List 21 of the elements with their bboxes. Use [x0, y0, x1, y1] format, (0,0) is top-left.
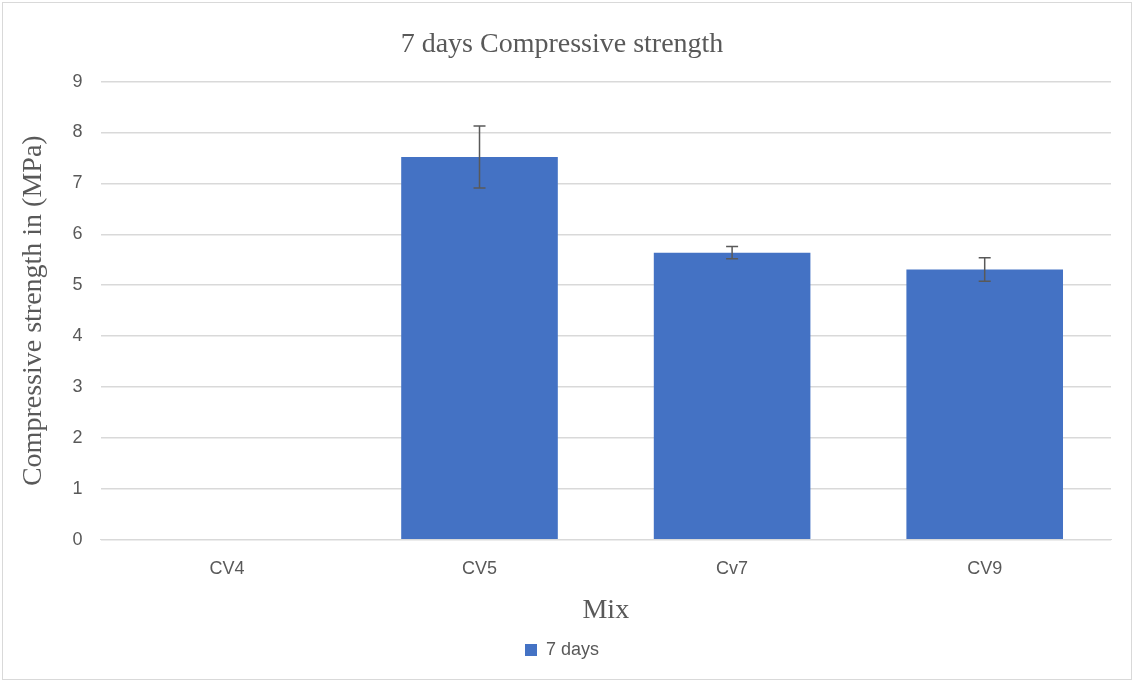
chart-title: 7 days Compressive strength — [400, 27, 724, 59]
y-tick-label: 2 — [72, 426, 83, 447]
y-tick-label: 6 — [72, 223, 83, 244]
bar — [401, 156, 558, 540]
x-tick-label: CV9 — [967, 557, 1003, 578]
bar — [906, 269, 1064, 540]
y-tick-label: 3 — [72, 376, 83, 397]
legend-label: 7 days — [545, 638, 600, 659]
y-tick-label: 8 — [72, 121, 83, 142]
y-tick-label: 1 — [72, 477, 83, 498]
y-tick-label: 7 — [72, 172, 83, 193]
x-axis-title: Mix — [582, 592, 630, 624]
y-tick-label: 5 — [72, 274, 83, 295]
y-tick-label: 0 — [72, 528, 83, 549]
x-tick-label: CV4 — [209, 557, 245, 578]
x-tick-label: CV5 — [462, 557, 498, 578]
y-axis-title: Compressive strength in (MPa) — [16, 135, 48, 487]
y-tick-label: 9 — [72, 70, 83, 91]
x-tick-label: Cv7 — [716, 557, 749, 578]
bar — [653, 252, 811, 540]
y-tick-label: 4 — [72, 325, 83, 346]
